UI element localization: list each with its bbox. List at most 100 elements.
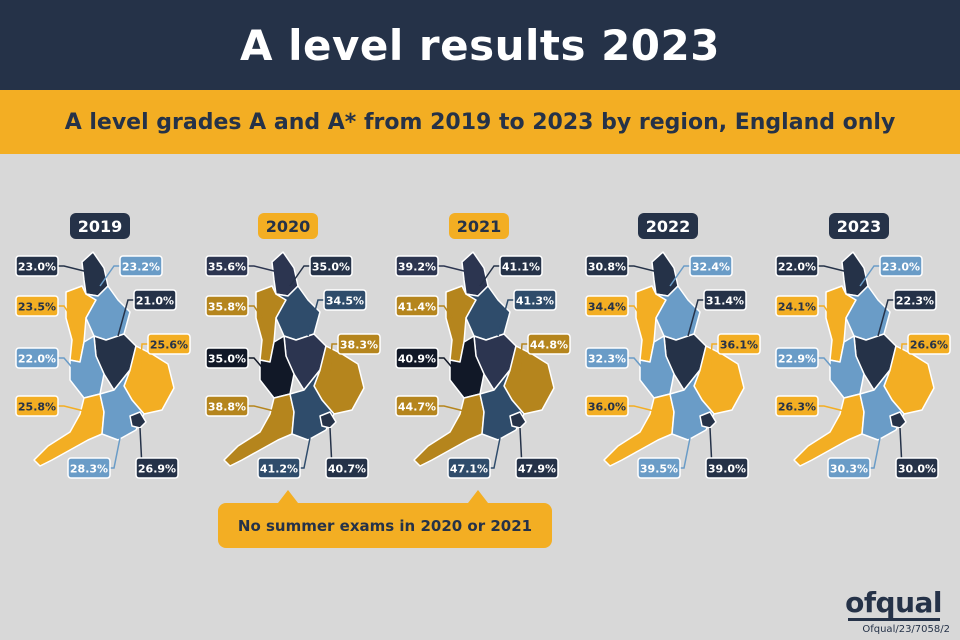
leader-line-2022-1 [669,265,690,287]
value-badge-2021-1 [499,255,543,277]
leader-line-2019-1 [99,265,120,287]
value-badge-2023-7 [827,457,871,479]
value-label-2019-3: 21.0% [136,295,174,308]
value-badge-2022-1 [689,255,733,277]
value-label-2019-5: 25.6% [150,339,188,352]
value-badge-2020-0 [205,255,249,277]
year-label-2019: 2019 [70,213,130,239]
region-london-2020 [319,411,337,429]
callout-pointer-2020 [278,490,298,503]
leader-line-2020-2 [248,305,263,319]
value-badge-2021-3 [513,289,557,311]
leader-line-2021-1 [479,265,500,287]
value-badge-2021-4 [395,347,439,369]
leader-line-2022-5 [709,343,718,373]
map-2022: 30.8% 32.4% 34.4% 31.4% 32.3% 36.1% 36.0% 39.5%… [585,251,761,479]
value-label-2019-0: 23.0% [18,261,56,274]
year-label-2023: 2023 [829,213,889,239]
leader-line-2021-3 [497,299,514,337]
year-label-2020: 2020 [258,213,318,239]
value-label-2023-4: 22.9% [778,353,816,366]
leader-line-2019-3 [117,299,134,337]
value-badge-2023-1 [879,255,923,277]
value-label-2022-1: 32.4% [692,261,730,274]
value-badge-2021-0 [395,255,439,277]
leader-line-2022-4 [628,357,647,373]
value-label-2023-3: 22.3% [896,295,934,308]
value-label-2019-6: 25.8% [18,401,56,414]
value-label-2019-4: 22.0% [18,353,56,366]
value-label-2022-2: 34.4% [588,301,626,314]
value-label-2023-2: 24.1% [778,301,816,314]
callout-pointer-2021 [468,490,488,503]
value-label-2022-5: 36.1% [720,339,758,352]
value-label-2023-8: 30.0% [898,463,936,476]
region-london-2023 [889,411,907,429]
leader-line-2023-2 [818,305,833,319]
value-label-2020-2: 35.8% [208,301,246,314]
leader-line-2021-0 [438,265,469,273]
leader-line-2022-3 [687,299,704,337]
value-label-2023-7: 30.3% [830,463,868,476]
value-badge-2022-4 [585,347,629,369]
value-badge-2023-6 [775,395,819,417]
value-badge-2023-5 [907,333,951,355]
leader-line-2021-4 [438,357,457,373]
reference-code: Ofqual/23/7058/2 [862,624,950,635]
leader-line-2020-6 [248,405,279,413]
value-badge-2022-2 [585,295,629,317]
year-label-2022: 2022 [638,213,698,239]
value-label-2020-5: 38.3% [340,339,378,352]
leader-line-2023-3 [877,299,894,337]
value-label-2020-3: 34.5% [326,295,364,308]
callout-pointers [278,490,488,503]
value-badge-2021-7 [447,457,491,479]
region-london-2019 [129,411,147,429]
value-badge-2020-1 [309,255,353,277]
logo-underline [848,618,940,621]
value-label-2021-6: 44.7% [398,401,436,414]
value-badge-2023-0 [775,255,819,277]
leader-line-2023-5 [899,343,908,373]
region-maps: 23.0% 23.2% 23.5% 21.0% 22.0% 25.6% 25.8% 28.3%… [15,251,951,479]
region-west-midlands-2020 [259,335,295,399]
value-badge-2023-8 [895,457,939,479]
leader-line-2021-6 [438,405,469,413]
value-label-2020-6: 38.8% [208,401,246,414]
ofqual-logo: ofqual [845,586,942,619]
region-west-midlands-2023 [829,335,865,399]
value-badge-2020-4 [205,347,249,369]
value-label-2023-5: 26.6% [910,339,948,352]
value-badge-2020-7 [257,457,301,479]
value-badge-2021-2 [395,295,439,317]
value-badge-2020-2 [205,295,249,317]
value-label-2022-8: 39.0% [708,463,746,476]
leader-line-2019-6 [58,405,89,413]
value-badge-2019-2 [15,295,59,317]
leader-line-2023-1 [859,265,880,287]
value-label-2020-8: 40.7% [328,463,366,476]
value-badge-2019-4 [15,347,59,369]
value-label-2022-6: 36.0% [588,401,626,414]
leader-line-2020-0 [248,265,279,273]
value-badge-2019-5 [147,333,191,355]
region-london-2021 [509,411,527,429]
region-west-midlands-2021 [449,335,485,399]
value-badge-2019-1 [119,255,163,277]
map-2020: 35.6% 35.0% 35.8% 34.5% 35.0% 38.3% 38.8% 41.2%… [205,251,381,479]
leader-line-2023-4 [818,357,837,373]
value-label-2020-0: 35.6% [208,261,246,274]
value-badge-2023-3 [893,289,937,311]
value-label-2022-4: 32.3% [588,353,626,366]
value-badge-2023-4 [775,347,819,369]
leader-line-2020-5 [329,343,338,373]
value-badge-2022-0 [585,255,629,277]
value-label-2021-8: 47.9% [518,463,556,476]
value-badge-2022-8 [705,457,749,479]
value-label-2020-1: 35.0% [312,261,350,274]
value-badge-2021-5 [527,333,571,355]
header-banner: A level results 2023 [0,0,960,90]
value-label-2022-7: 39.5% [640,463,678,476]
leader-line-2019-2 [58,305,73,319]
value-badge-2019-8 [135,457,179,479]
